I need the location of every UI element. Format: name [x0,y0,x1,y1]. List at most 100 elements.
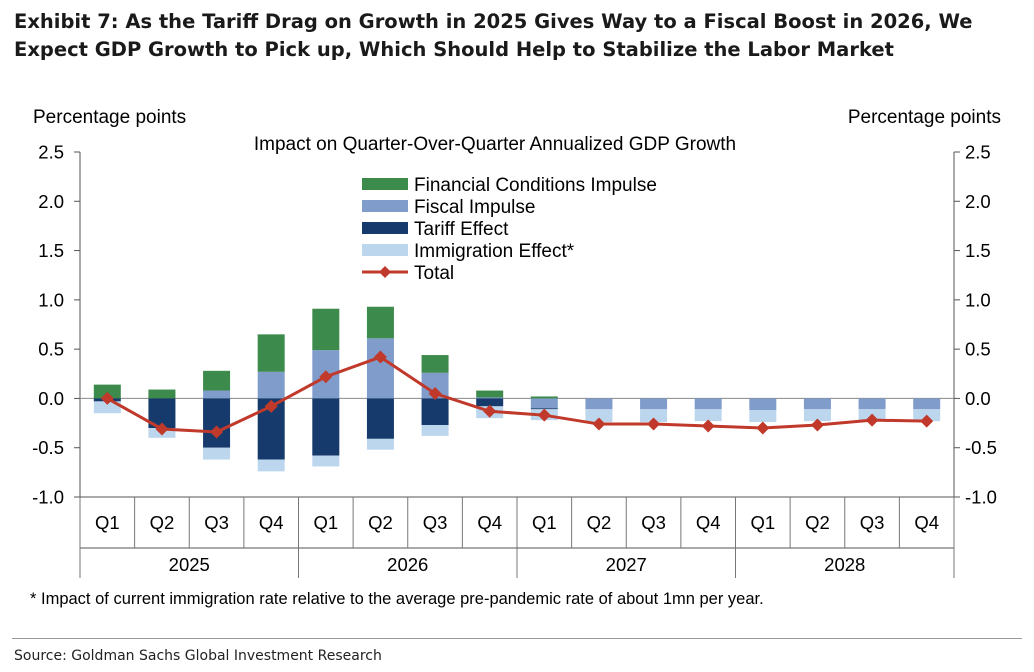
x-tick-label: Q3 [860,512,885,533]
bar-fiscal-impulse [530,398,558,409]
total-point [319,370,333,384]
x-tick-label: Q4 [259,512,284,533]
x-tick-label: Q2 [368,512,393,533]
bar-immigration-effect [585,409,613,423]
bar-fiscal-impulse [858,398,886,410]
bar-financial-conditions [93,384,121,399]
bar-fiscal-impulse [366,338,394,399]
year-label: 2028 [824,554,865,575]
total-point [428,387,442,400]
y-tick-label-right: 0.5 [965,339,991,360]
x-tick-label: Q4 [696,512,721,533]
bar-immigration-effect [421,425,449,436]
y-tick-label-right: 2.0 [965,191,991,212]
total-point [373,350,387,364]
x-tick-label: Q1 [750,512,775,533]
y-tick-label-left: 1.5 [38,240,64,261]
bar-fiscal-impulse [203,390,231,399]
total-line [100,350,934,439]
bar-immigration-effect [93,401,121,414]
total-point [155,422,169,436]
total-point [264,399,278,413]
legend-label: Immigration Effect* [414,241,575,262]
total-point [701,419,715,433]
bar-fiscal-impulse [640,398,668,410]
bar-fiscal-impulse [476,397,504,399]
y-axis-label-right: Percentage points [848,107,1001,128]
x-tick-label: Q1 [532,512,557,533]
total-point [483,404,497,418]
total-point [210,425,224,439]
x-tick-label: Q4 [914,512,939,533]
bar-immigration-effect [803,409,831,422]
x-tick-label: Q1 [95,512,120,533]
y-tick-label-right: -0.5 [965,437,997,458]
x-tick-label: Q2 [587,512,612,533]
bar-immigration-effect [203,447,231,460]
total-point [756,421,770,435]
legend-swatch [362,200,408,212]
x-tick-label: Q2 [805,512,830,533]
total-point [647,417,661,431]
y-tick-label-left: 1.0 [38,289,64,310]
x-tick-label: Q1 [313,512,338,533]
y-tick-label-right: 0.0 [965,388,991,409]
x-tick-label: Q2 [150,512,175,533]
total-point [920,414,934,428]
bar-tariff-effect [203,398,231,448]
footnote: * Impact of current immigration rate rel… [30,590,764,608]
bar-tariff-effect [312,398,340,456]
total-point [537,408,551,422]
chart-title: Exhibit 7: As the Tariff Drag on Growth … [14,10,973,61]
y-tick-label-right: 2.5 [965,142,991,163]
bar-tariff-effect [421,398,449,426]
year-label: 2026 [387,554,428,575]
chart: Percentage points Percentage points Impact… [32,107,1001,578]
labels: Percentage points Percentage points Impact… [32,107,1001,575]
legend-label: Tariff Effect [414,219,509,240]
bar-immigration-effect [257,459,285,472]
legend-label: Financial Conditions Impulse [414,175,657,196]
bar-financial-conditions [366,306,394,339]
bar-immigration-effect [749,410,777,423]
bar-immigration-effect [366,438,394,450]
bar-tariff-effect [476,398,504,407]
y-tick-label-right: 1.5 [965,240,991,261]
y-tick-label-left: -0.5 [32,437,64,458]
bar-fiscal-impulse [749,398,777,411]
y-tick-label-left: 2.5 [38,142,64,163]
x-tick-label: Q3 [423,512,448,533]
y-tick-label-left: 2.0 [38,191,64,212]
y-tick-label-right: 1.0 [965,289,991,310]
divider [12,638,1022,639]
bar-immigration-effect [640,409,668,423]
bar-fiscal-impulse [585,398,613,410]
x-tick-label: Q3 [641,512,666,533]
bar-fiscal-impulse [257,371,285,399]
year-label: 2025 [169,554,210,575]
bar-financial-conditions [421,355,449,373]
year-label: 2027 [606,554,647,575]
bar-fiscal-impulse [913,398,941,410]
legend-swatch [362,222,408,234]
x-tick-label: Q3 [204,512,229,533]
bar-fiscal-impulse [694,398,722,410]
bar-financial-conditions [203,370,231,391]
bar-financial-conditions [148,389,176,399]
total-series-line [106,355,927,434]
bars [93,306,941,472]
bar-financial-conditions [476,390,504,398]
bar-immigration-effect [694,409,722,422]
y-tick-label-left: 0.0 [38,388,64,409]
bar-financial-conditions [530,396,558,399]
legend-swatch [362,178,408,190]
chart-subtitle: Impact on Quarter-Over-Quarter Annualize… [254,134,736,155]
legend-swatch [362,244,408,256]
total-point [100,391,114,405]
total-point [865,413,879,427]
bar-fiscal-impulse [803,398,831,410]
source-note: Source: Goldman Sachs Global Investment … [14,648,382,664]
total-point [592,417,606,431]
legend-marker [379,266,391,278]
